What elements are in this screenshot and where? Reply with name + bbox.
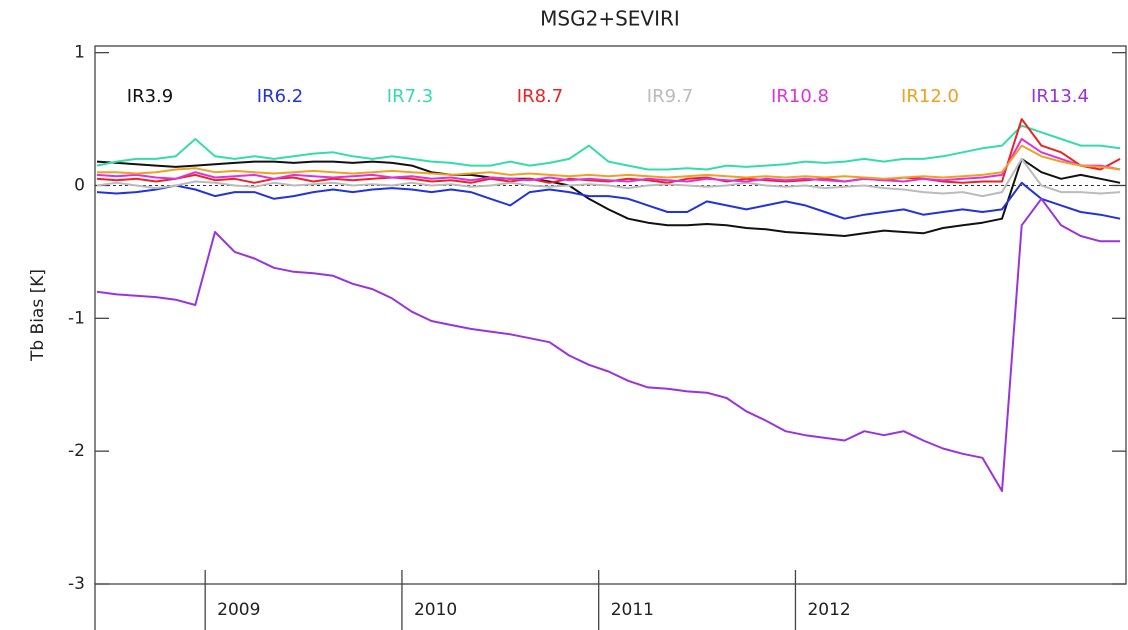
x-tick-label: 2011 <box>611 600 654 620</box>
y-tick-label: -3 <box>68 574 85 594</box>
series-line <box>96 118 1121 184</box>
series-line <box>97 144 1121 180</box>
plot-frame <box>94 45 1127 585</box>
series-line <box>96 157 1121 237</box>
y-tick-label: 1 <box>74 43 85 63</box>
series-line <box>96 157 1121 198</box>
legend-label: IR7.3 <box>387 86 433 107</box>
y-tick-label: 0 <box>74 175 85 195</box>
legend-label: IR3.9 <box>127 86 173 107</box>
legend-label: IR9.7 <box>647 86 693 107</box>
legend-label: IR13.4 <box>1031 86 1089 107</box>
y-tick-label: -1 <box>68 308 85 328</box>
x-tick-label: 2010 <box>414 600 457 620</box>
series-line <box>96 124 1121 171</box>
series-line <box>96 181 1121 220</box>
x-tick-label: 2012 <box>807 600 850 620</box>
series-line <box>96 138 1121 183</box>
legend-label: IR12.0 <box>901 86 959 107</box>
chart-title: MSG2+SEVIRI <box>540 7 680 31</box>
y-axis-label: Tb Bias [K] <box>28 269 48 362</box>
legend-label: IR6.2 <box>257 86 303 107</box>
legend-label: IR10.8 <box>771 86 829 107</box>
series-line <box>96 197 1121 492</box>
y-tick-label: -2 <box>68 441 85 461</box>
x-tick-label: 2009 <box>217 600 260 620</box>
legend-label: IR8.7 <box>517 86 563 107</box>
